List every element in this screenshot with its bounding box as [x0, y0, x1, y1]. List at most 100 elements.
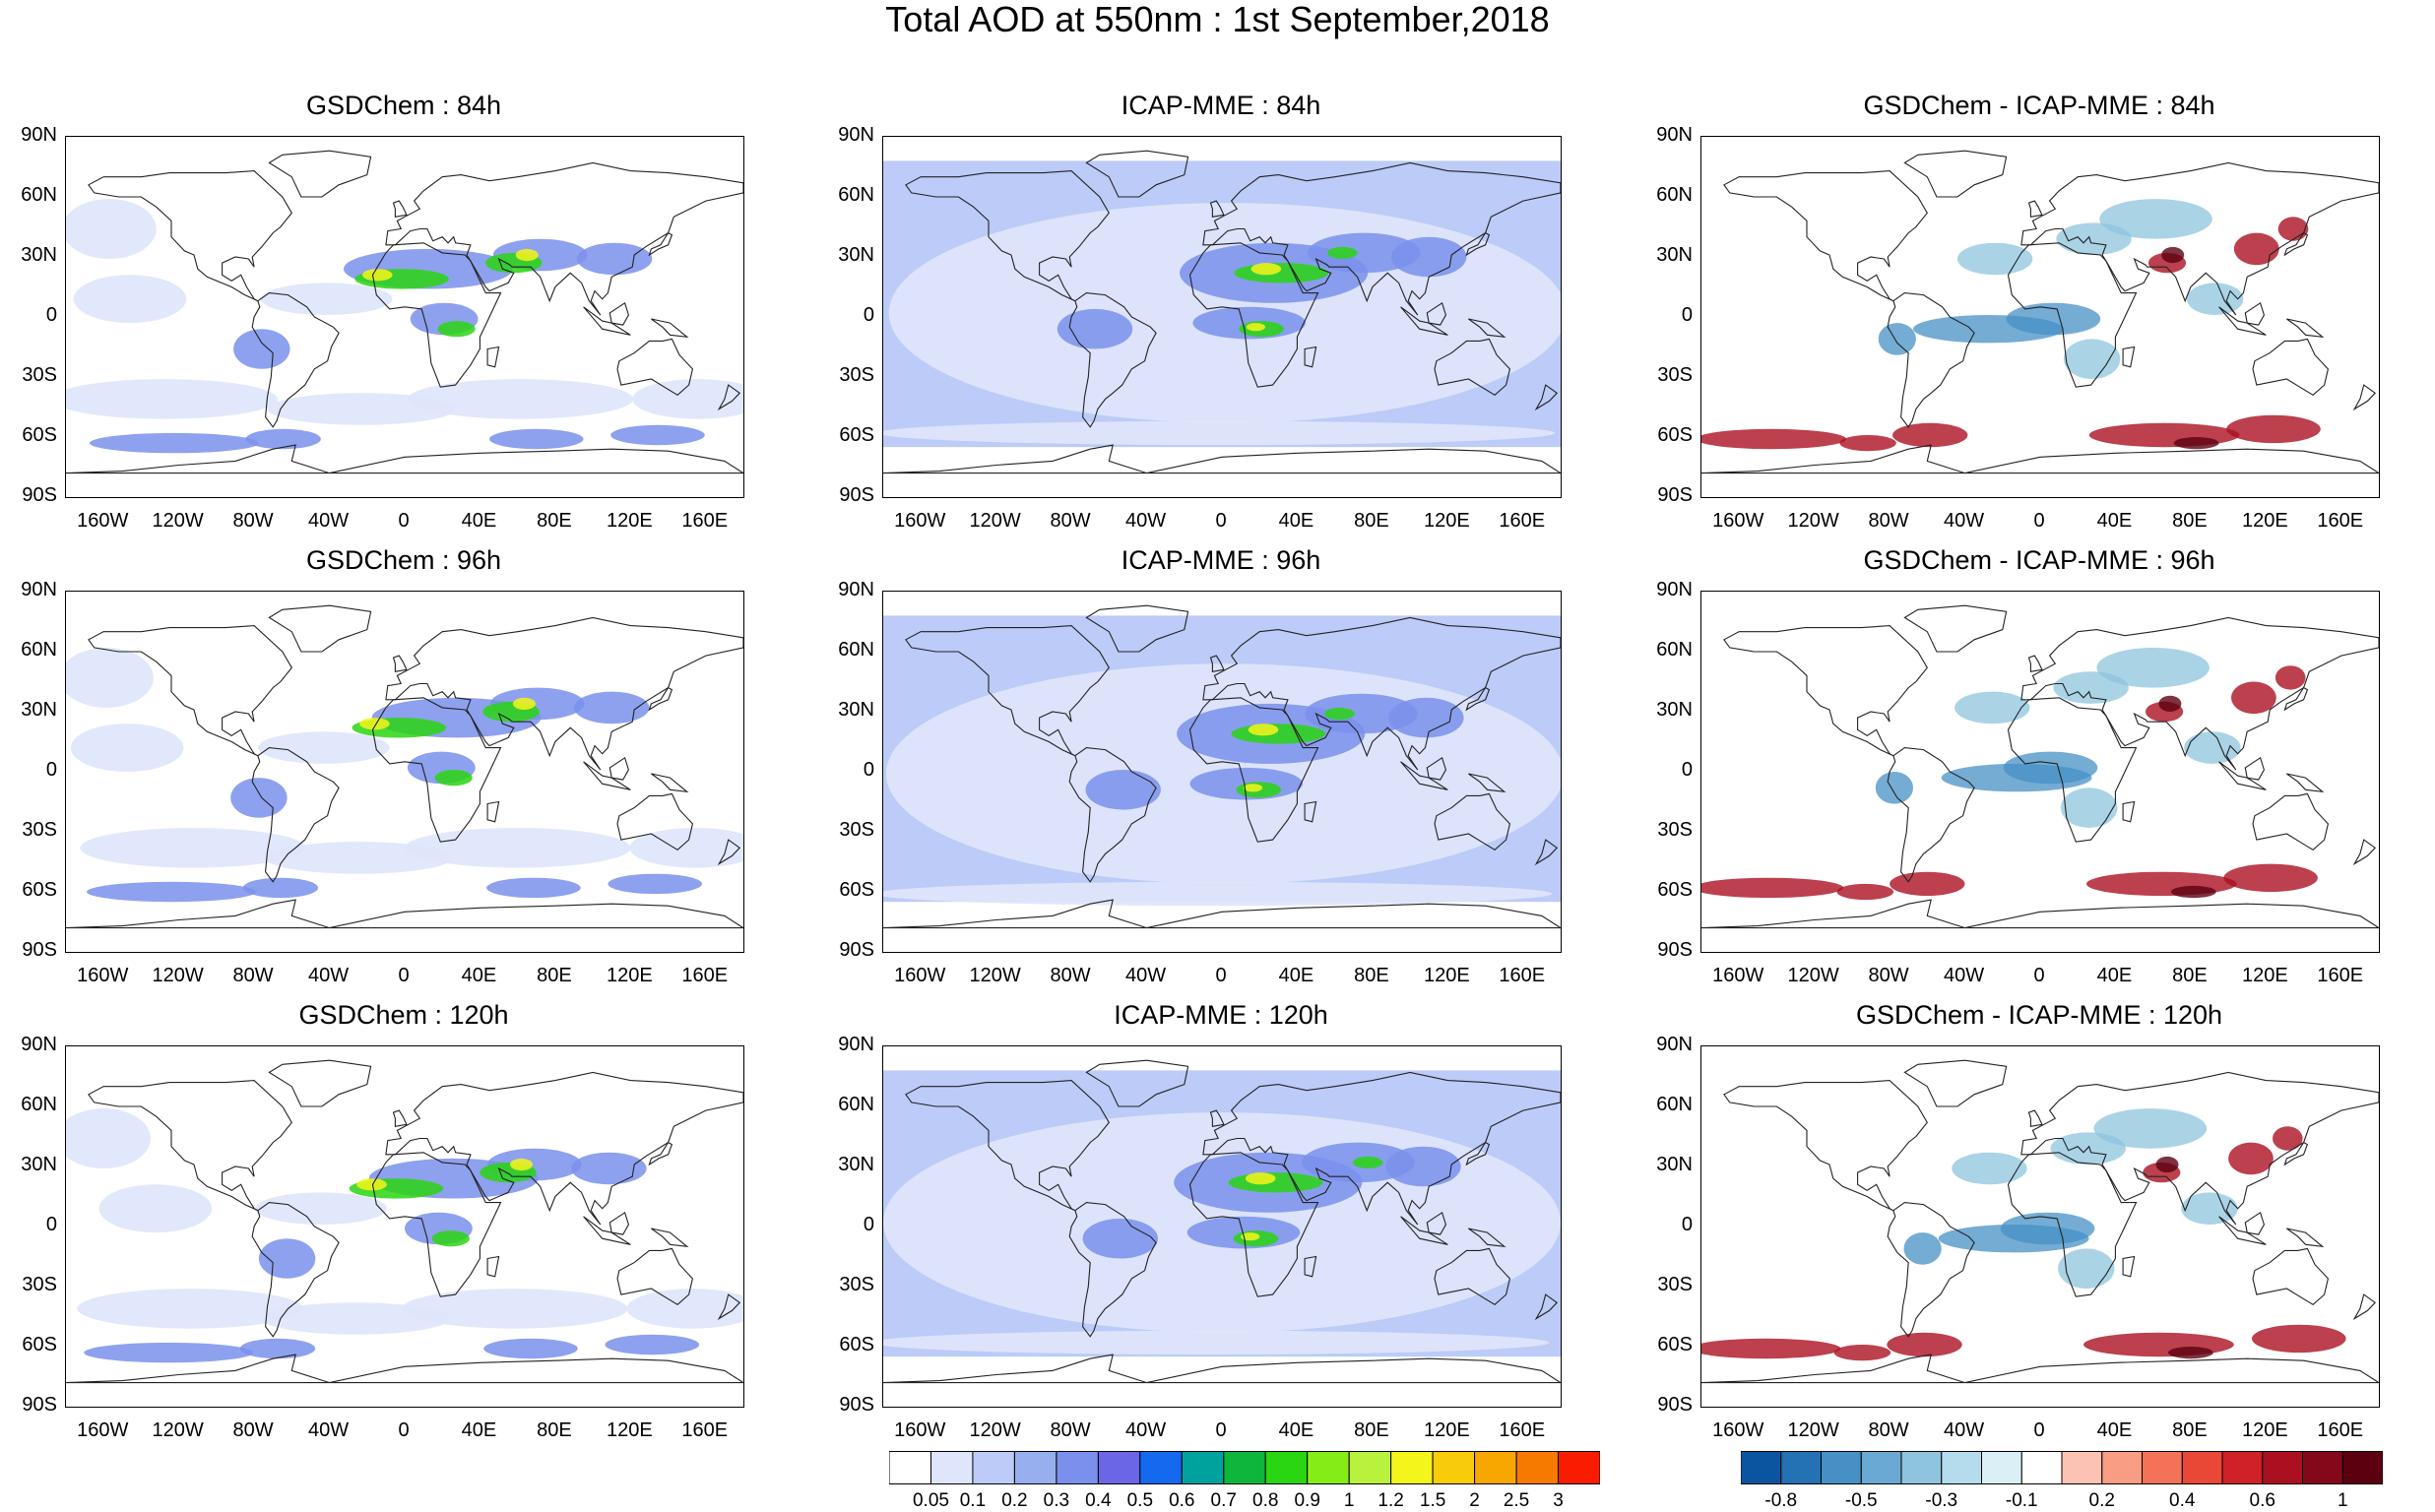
coastline-antarctica — [1701, 1354, 2379, 1384]
coastlines — [1701, 604, 2379, 929]
aod-field-blob — [883, 881, 1553, 907]
longitude-label: 80E — [1354, 1419, 1389, 1441]
coastline-south-america — [1887, 1202, 1975, 1338]
coastline-new-zealand — [1534, 384, 1559, 411]
latitude-label: 0 — [45, 304, 57, 326]
coastline-south-america — [251, 747, 340, 883]
coastline-madagascar — [1304, 800, 1317, 823]
colorbar-label: 0.1 — [959, 1490, 987, 1511]
field-layer — [66, 1108, 743, 1363]
map-frame — [882, 1045, 1562, 1408]
aod-field-blob — [883, 1330, 1550, 1355]
coastline-madagascar — [1304, 346, 1317, 368]
coastline-madagascar — [2122, 346, 2136, 368]
colorbar-label: 1.5 — [1419, 1490, 1446, 1511]
latitude-label: 0 — [1681, 1214, 1693, 1235]
coastline-japan — [648, 1141, 673, 1166]
difference-field-blob — [1836, 883, 1893, 901]
coastlines — [1701, 1059, 2379, 1384]
latitude-label: 90N — [838, 579, 874, 600]
longitude-label: 80W — [1868, 510, 1909, 532]
latitude-label: 30N — [1656, 699, 1693, 721]
aod-field-blob — [239, 1338, 316, 1359]
map-plot — [883, 604, 1561, 929]
latitude-label: 0 — [45, 759, 57, 781]
longitude-label: 40W — [1943, 1419, 1985, 1441]
longitude-label: 40E — [2096, 510, 2133, 532]
difference-field-blob — [2168, 1347, 2213, 1359]
colorbar-box — [1741, 1451, 1782, 1484]
longitude-label: 120E — [1423, 510, 1470, 532]
longitude-label: 0 — [398, 1419, 410, 1441]
coastline-borneo — [2244, 1211, 2265, 1235]
panel-title: ICAP-MME : 84h — [1121, 91, 1321, 120]
coastline-africa — [1188, 1152, 1319, 1297]
colorbar-label: 0.4 — [1085, 1490, 1112, 1511]
aod-field-blob — [98, 1184, 213, 1233]
difference-field-blob — [2006, 302, 2101, 336]
field-layer — [66, 199, 743, 454]
aod-field-blob — [73, 275, 187, 324]
panel-title: GSDChem - ICAP-MME : 84h — [1863, 91, 2215, 120]
coastline-japan — [1465, 1141, 1491, 1166]
map-frame — [1700, 591, 2380, 953]
latitude-label: 90N — [21, 124, 57, 146]
longitude-label: 40W — [307, 965, 350, 986]
coastline-europe-asia — [2020, 161, 2379, 316]
colorbar-label: 0.8 — [1252, 1490, 1279, 1511]
coastline-new-zealand — [1534, 1293, 1559, 1321]
panel-title: ICAP-MME : 96h — [1121, 545, 1321, 575]
longitude-label: 40E — [461, 965, 497, 986]
coastline-madagascar — [2122, 800, 2136, 823]
coastline-uk — [2027, 200, 2043, 218]
latitude-label: 60S — [22, 1334, 57, 1355]
coastline-south-america — [1068, 747, 1157, 883]
difference-field-blob — [2061, 788, 2118, 828]
coastline-australia — [616, 792, 694, 850]
aod-field-blob — [1231, 724, 1326, 744]
colorbar-label: 0.4 — [2169, 1490, 2196, 1511]
longitude-label: 40W — [1124, 1419, 1167, 1441]
field-layer — [1701, 199, 2321, 452]
difference-field-blob — [2093, 1108, 2208, 1149]
colorbar-box — [1264, 1451, 1309, 1484]
longitude-label: 120W — [1787, 965, 1839, 986]
colorbar-label: 1 — [1343, 1490, 1355, 1511]
longitude-label: 40E — [1278, 1419, 1314, 1441]
coastline-australia — [2252, 792, 2330, 850]
longitude-label: 160E — [1499, 965, 1546, 986]
latitude-label: 30S — [839, 364, 874, 386]
coastline-madagascar — [2122, 1255, 2136, 1278]
difference-field-blob — [1878, 323, 1916, 355]
coastline-south-america — [1068, 1202, 1157, 1338]
coastline-australia — [616, 1247, 694, 1305]
aod-field-blob — [571, 1152, 647, 1185]
aod-field-blob — [1085, 770, 1161, 810]
coastline-uk — [1209, 200, 1225, 218]
colorbar-box — [2262, 1451, 2304, 1484]
coastline-north-america — [88, 1080, 292, 1212]
longitude-label: 80W — [232, 1419, 274, 1441]
coastline-south-america — [251, 292, 340, 428]
coastline-uk — [392, 200, 408, 218]
aod-field-blob — [260, 283, 393, 315]
coastline-indonesia — [583, 1216, 631, 1245]
longitude-label: 40W — [1943, 965, 1985, 986]
coastline-indonesia — [1400, 306, 1448, 336]
coastline-europe-asia — [385, 616, 743, 771]
aod-field-blob — [258, 1238, 316, 1279]
coastline-new-zealand — [2352, 1293, 2377, 1321]
aod-field-blob — [626, 1289, 743, 1329]
aod-field-blob — [1391, 236, 1467, 278]
coastline-greenland — [268, 150, 372, 198]
colorbar-box — [1013, 1451, 1057, 1484]
difference-field-blob — [2181, 1192, 2238, 1225]
field-layer — [883, 1112, 1561, 1355]
latitude-label: 30S — [1657, 1274, 1693, 1295]
coastline-uk — [1209, 1109, 1225, 1127]
coastline-madagascar — [1304, 1255, 1317, 1278]
coastline-north-america — [905, 170, 1110, 302]
latitude-label: 90N — [21, 1034, 57, 1055]
longitude-label: 80E — [537, 510, 572, 532]
longitude-label: 160E — [681, 510, 729, 532]
